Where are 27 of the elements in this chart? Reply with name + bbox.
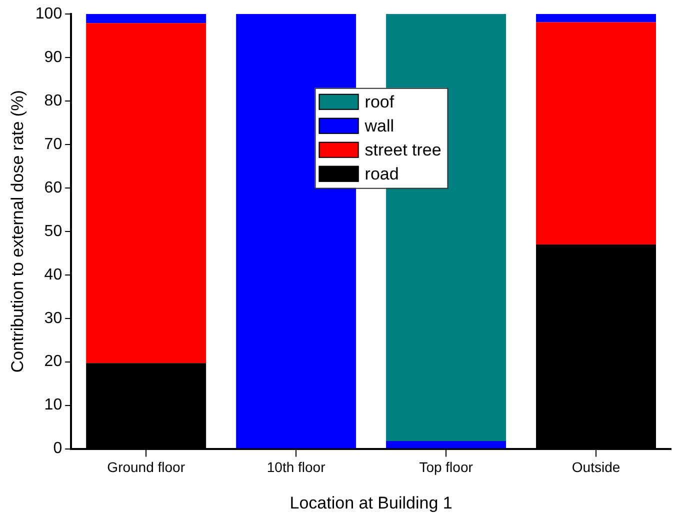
y-tick-label: 80	[44, 92, 62, 110]
y-axis-title: Contribution to external dose rate (%)	[8, 90, 27, 373]
x-axis-title: Location at Building 1	[290, 493, 452, 512]
legend-label: wall	[364, 116, 394, 136]
legend-label: roof	[364, 92, 394, 112]
bar	[536, 22, 656, 244]
bar	[86, 14, 206, 24]
y-tick-label: 90	[44, 48, 62, 66]
y-tick-label: 60	[44, 179, 62, 196]
y-tick-label: 40	[44, 266, 62, 284]
y-tick-label: 10	[44, 396, 62, 414]
legend-label: street tree	[364, 140, 442, 160]
bar	[386, 440, 506, 448]
x-tick-label: Outside	[572, 459, 620, 476]
y-tick-label: 30	[44, 310, 62, 327]
bar	[236, 14, 356, 448]
x-tick-label: Top floor	[419, 459, 474, 476]
x-tick-label: 10th floor	[266, 459, 326, 476]
legend-label: road	[364, 164, 399, 184]
bar	[86, 23, 206, 364]
x-tick-label: Ground floor	[107, 459, 186, 476]
y-tick-label: 50	[44, 222, 62, 240]
y-tick-label: 100	[35, 5, 62, 22]
y-tick-label: 20	[44, 353, 62, 370]
y-tick-label: 70	[44, 136, 62, 153]
y-tick-label: 0	[53, 440, 62, 458]
bar	[536, 14, 656, 22]
